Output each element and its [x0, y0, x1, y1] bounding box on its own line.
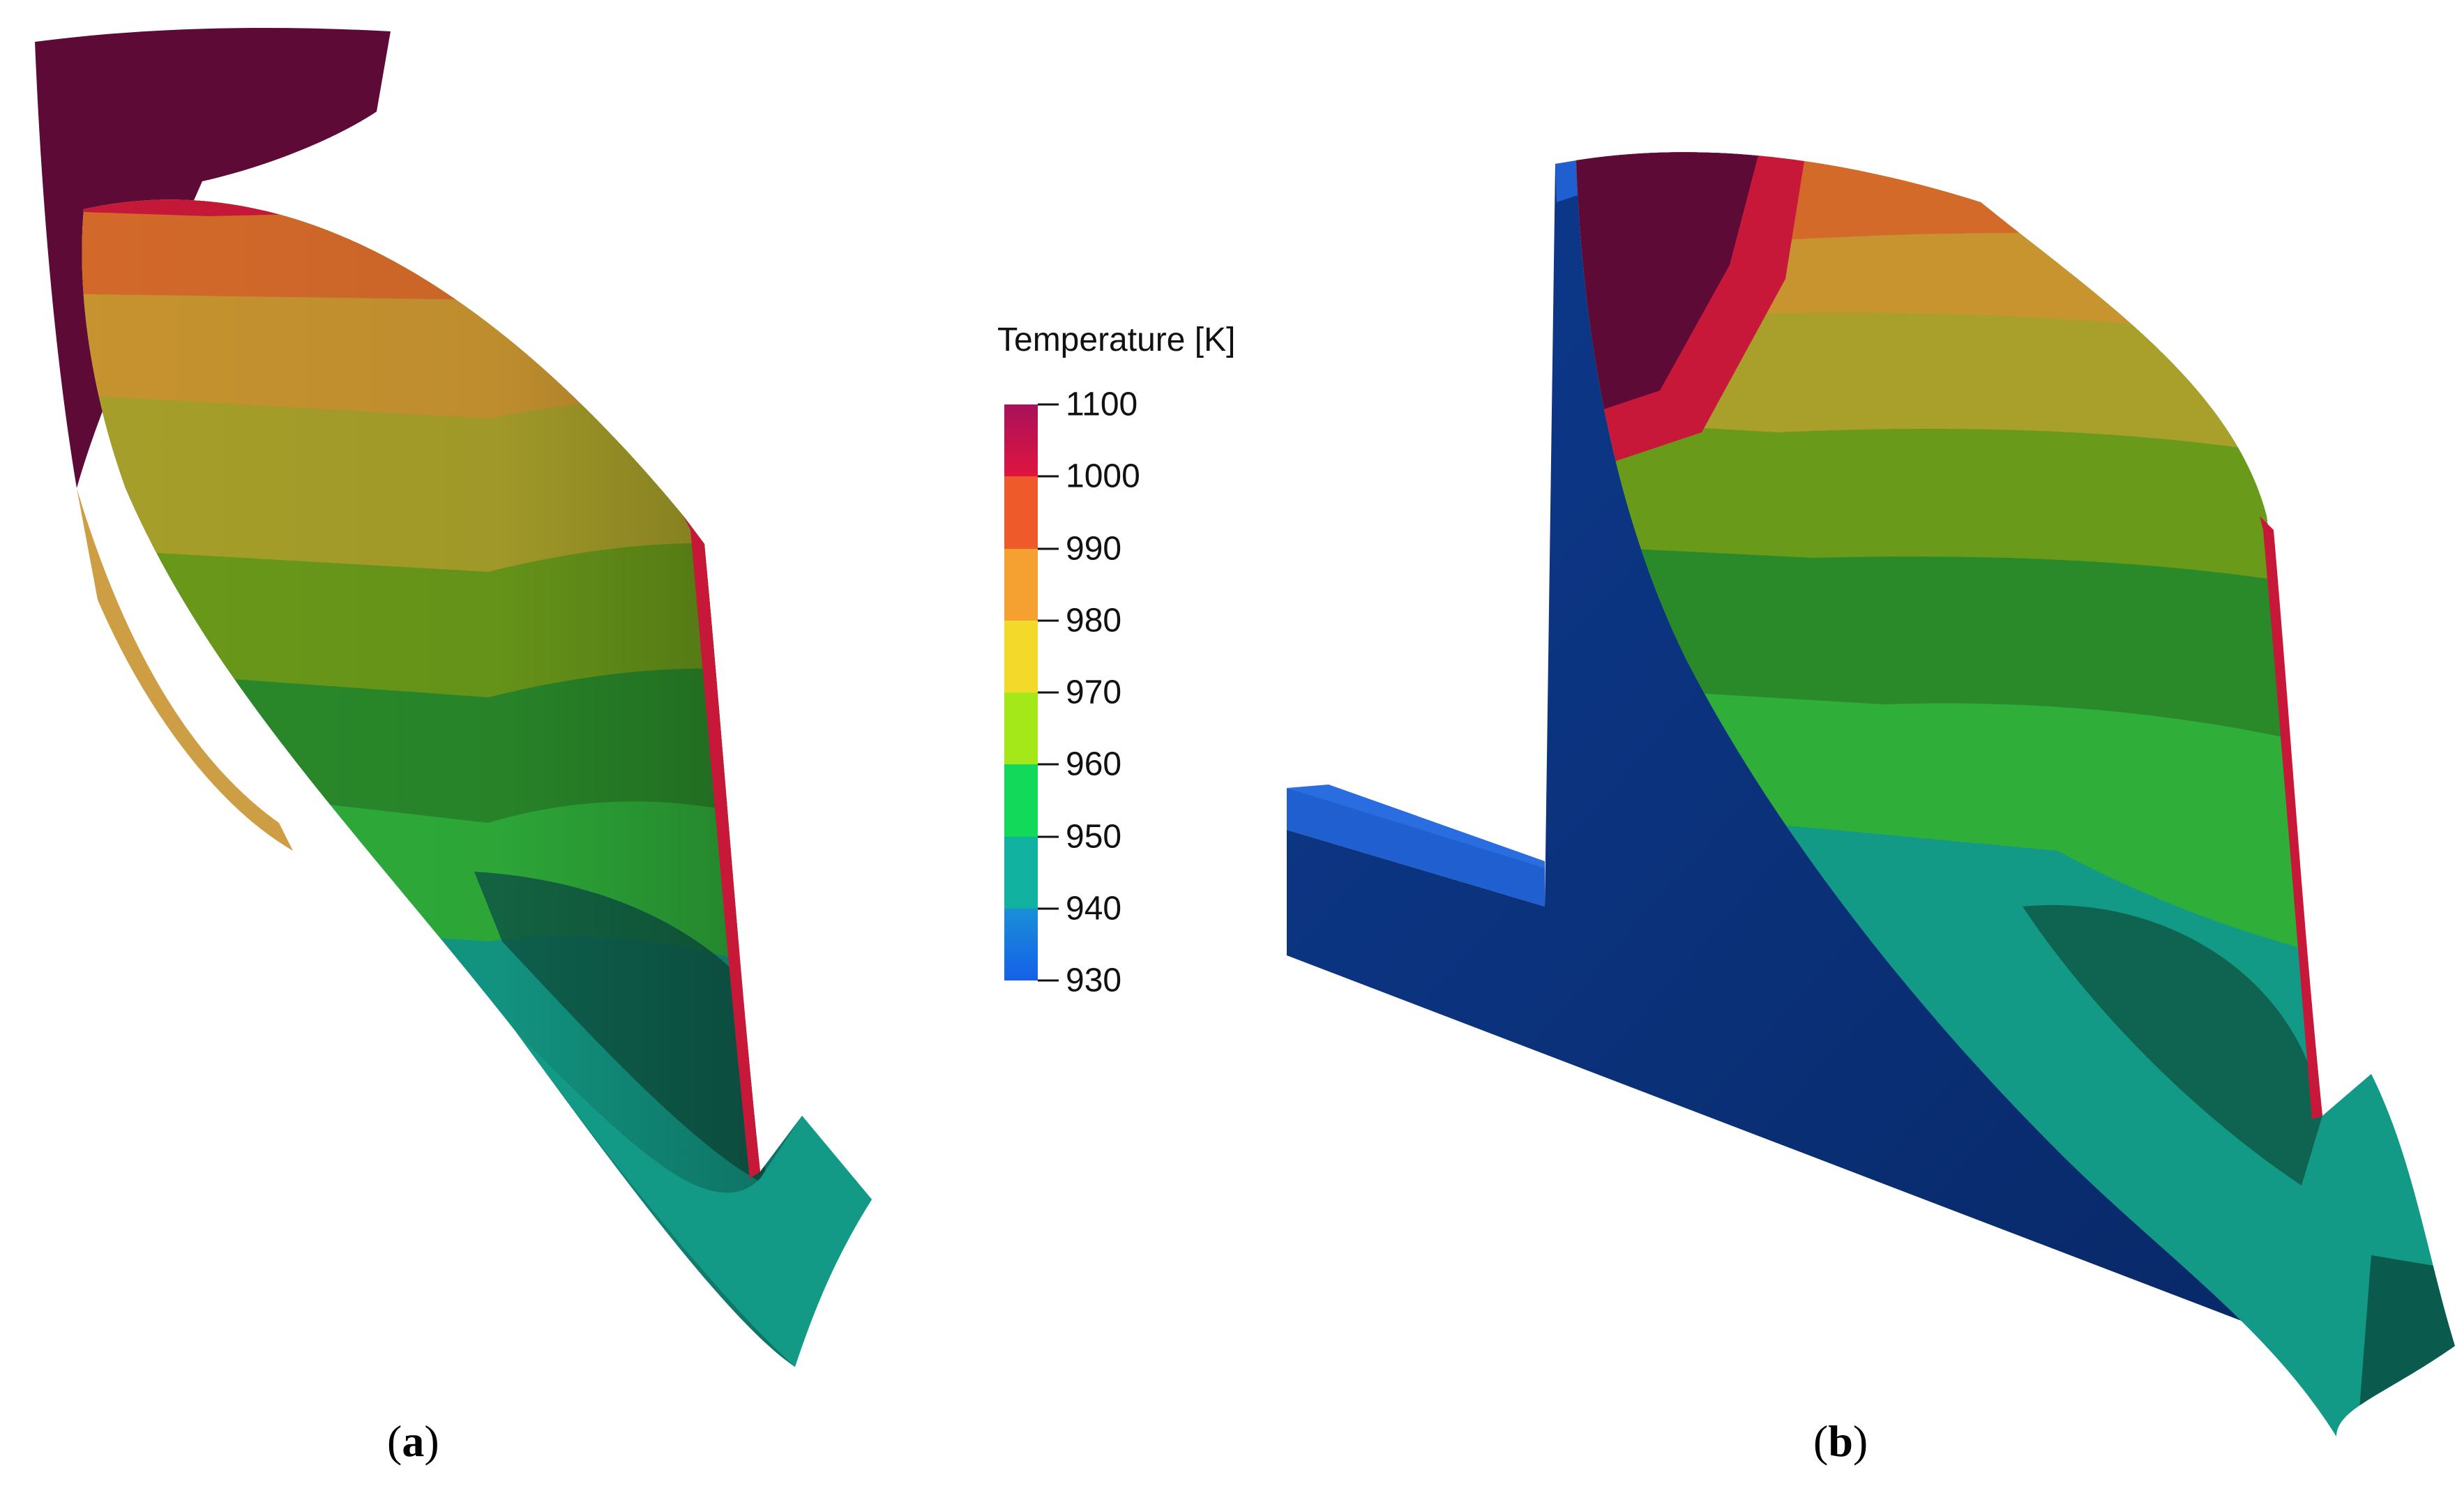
colorbar-band	[1004, 620, 1038, 692]
tick-mark	[1038, 763, 1059, 766]
colorbar-tick: 940	[1038, 889, 1121, 927]
tick-label: 980	[1066, 602, 1122, 639]
colorbar	[1004, 404, 1038, 980]
colorbar-tick: 1100	[1038, 386, 1137, 424]
tick-mark	[1038, 403, 1059, 406]
tick-label: 930	[1066, 962, 1122, 999]
colorbar-band	[1004, 908, 1038, 980]
colorbar-band	[1004, 836, 1038, 909]
tick-mark	[1038, 547, 1059, 550]
tick-label: 990	[1066, 530, 1122, 567]
panel-b-leading-edge	[2260, 516, 2322, 1119]
legend-title: Temperature [K]	[997, 321, 1236, 358]
tick-mark	[1038, 907, 1059, 910]
panel-a-root	[516, 1032, 872, 1367]
tick-label: 950	[1066, 818, 1122, 855]
caption-b: (b)	[1813, 1416, 1868, 1466]
panel-a-model	[35, 28, 872, 1368]
tick-label: 940	[1066, 890, 1122, 927]
tick-mark	[1038, 979, 1059, 982]
caption-a: (a)	[387, 1416, 439, 1466]
tick-label: 1100	[1066, 386, 1138, 423]
colorbar-band	[1004, 764, 1038, 837]
panel-b-base-plate	[1287, 788, 1545, 907]
tick-mark	[1038, 619, 1059, 622]
tick-label: 1000	[1066, 457, 1140, 495]
colorbar-legend: Temperature [K] 1100 1000 990 980 970 960 950 9…	[997, 321, 1236, 999]
colorbar-band	[1004, 548, 1038, 621]
colorbar-tick: 970	[1038, 674, 1121, 712]
colorbar-tick: 930	[1038, 962, 1121, 1000]
tick-label: 970	[1066, 674, 1122, 711]
colorbar-band	[1004, 404, 1038, 477]
panel-a-hot-zone	[35, 28, 391, 488]
colorbar-tick: 960	[1038, 745, 1121, 784]
tick-label: 960	[1066, 745, 1122, 783]
colorbar-tick: 990	[1038, 529, 1121, 568]
panel-a-leading-edge	[683, 516, 760, 1179]
panel-b-model	[1287, 152, 2455, 1437]
colorbar-band	[1004, 476, 1038, 549]
tick-mark	[1038, 835, 1059, 838]
colorbar-tick: 980	[1038, 601, 1121, 639]
tick-mark	[1038, 691, 1059, 694]
tick-mark	[1038, 475, 1059, 478]
colorbar-tick: 1000	[1038, 457, 1140, 496]
colorbar-band	[1004, 692, 1038, 765]
colorbar-tick: 950	[1038, 817, 1121, 856]
colorbar-ticks: 1100 1000 990 980 970 960 950 940 930	[1038, 386, 1177, 999]
